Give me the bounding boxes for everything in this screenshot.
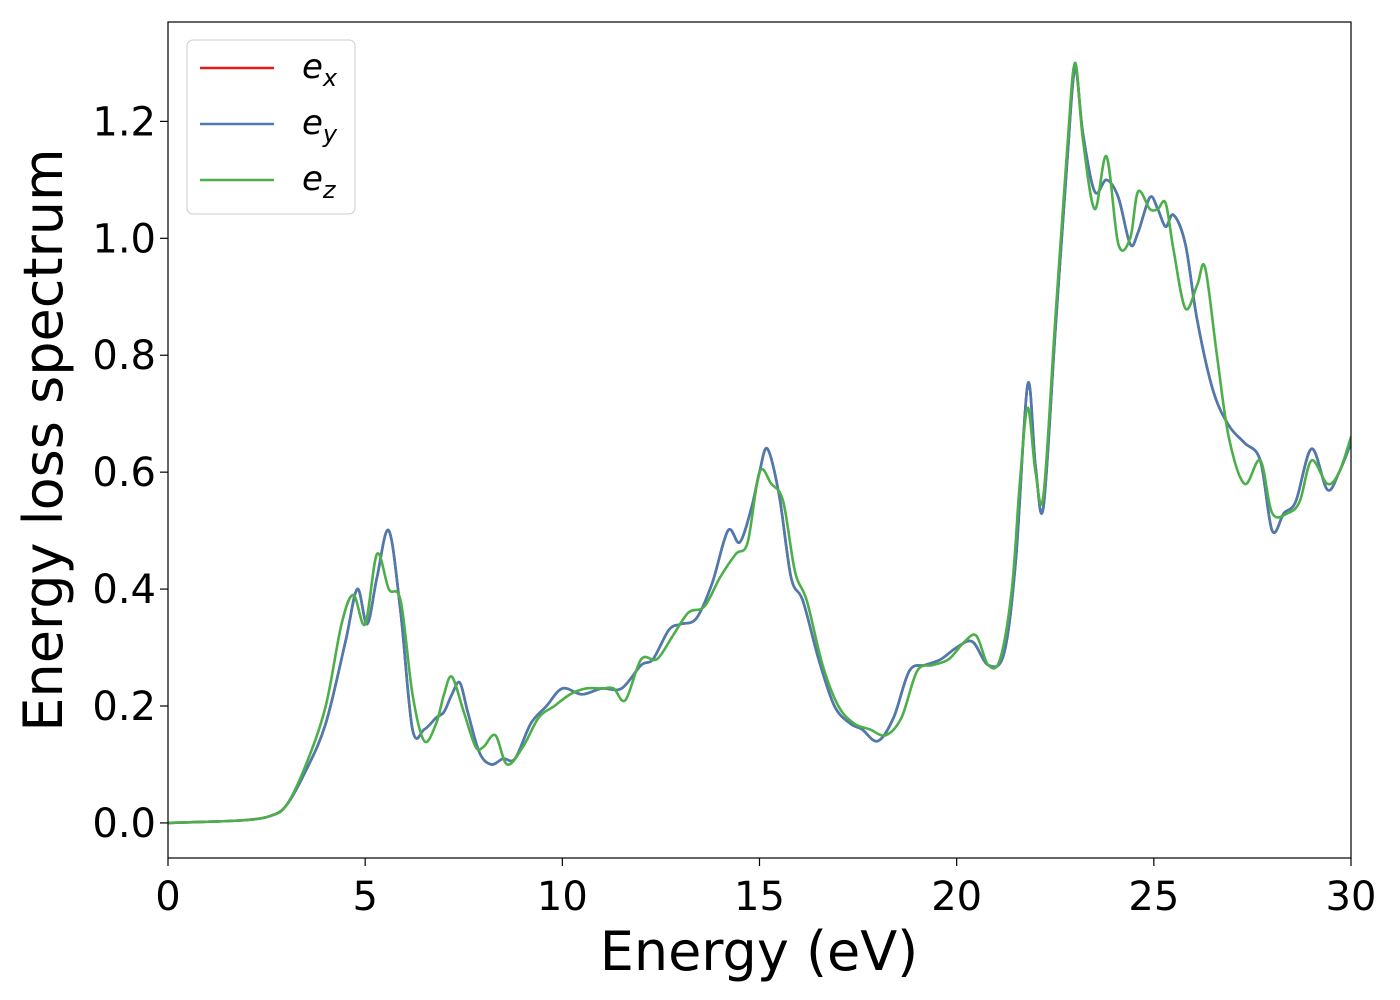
- x-axis-label: Energy (eV): [600, 920, 919, 983]
- y-tick-label: 0.8: [92, 333, 156, 379]
- y-axis-label: Energy loss spectrum: [12, 148, 75, 731]
- x-axis-ticks: 0 5 10 15 20 25 30: [155, 858, 1376, 920]
- series-layer: [168, 61, 1351, 825]
- y-tick-label: 0.4: [92, 567, 156, 613]
- x-tick-label: 25: [1128, 874, 1179, 920]
- legend-label-y: ey: [302, 103, 338, 148]
- y-tick-label: 1.2: [92, 99, 156, 145]
- legend: ex ey ez: [186, 39, 356, 215]
- x-tick-label: 5: [352, 874, 377, 920]
- legend-items: ex ey ez: [200, 47, 338, 204]
- x-tick-label: 30: [1326, 874, 1377, 920]
- legend-label-z: ez: [302, 159, 337, 204]
- x-tick-label: 15: [734, 874, 785, 920]
- legend-box: [186, 39, 356, 215]
- y-tick-label: 0.2: [92, 684, 156, 730]
- y-tick-label: 0.6: [92, 450, 156, 496]
- y-tick-label: 1.0: [92, 216, 156, 262]
- y-tick-label: 0.0: [92, 801, 156, 847]
- x-tick-label: 10: [537, 874, 588, 920]
- x-tick-label: 0: [155, 874, 180, 920]
- x-tick-label: 20: [931, 874, 982, 920]
- series-line-z: [168, 61, 1351, 825]
- legend-label-x: ex: [302, 47, 338, 92]
- series-line-y: [168, 67, 1351, 825]
- y-axis-ticks: 0.0 0.2 0.4 0.6 0.8 1.0 1.2: [92, 99, 168, 847]
